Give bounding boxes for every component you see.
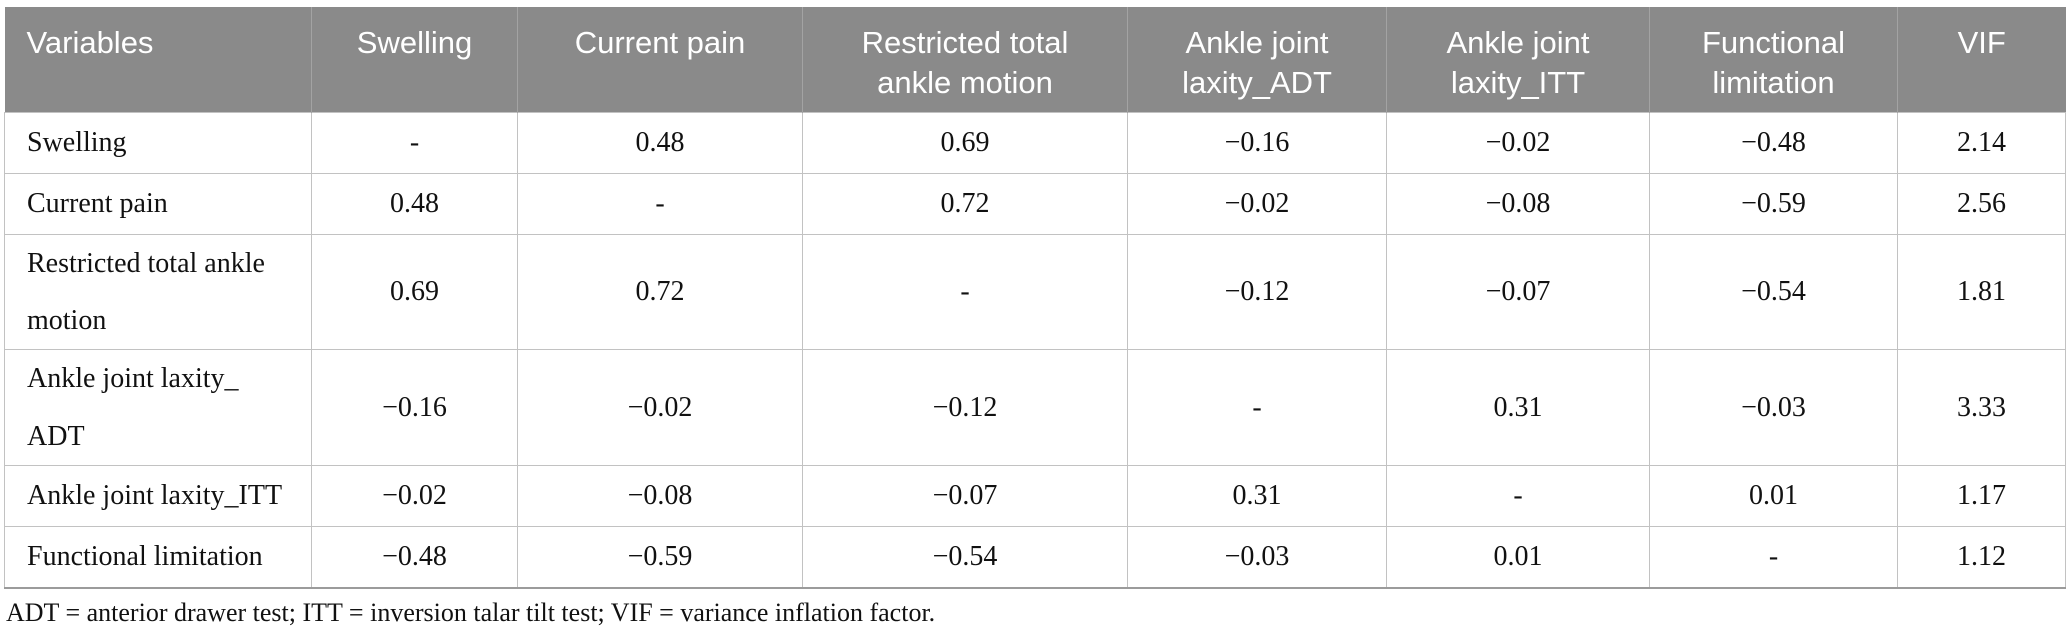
table-body: Swelling -0.48 0.69 −0.16 −0.02 −0.48 2.14 Curr… — [4, 111, 2066, 589]
value-cell: −0.07 — [802, 465, 1128, 528]
value-cell: - — [517, 172, 803, 235]
row-label: Ankle joint laxity_ITT — [4, 465, 312, 528]
correlation-table: Variables Swelling Current pain Restricted … — [4, 7, 2066, 589]
value-cell: −0.54 — [802, 526, 1128, 589]
column-header: Restricted total ankle motion — [802, 7, 1128, 113]
value-cell: 0.69 — [802, 111, 1128, 174]
value-cell: −0.02 — [311, 465, 518, 528]
value-cell: - — [1127, 349, 1387, 467]
value-cell: −0.08 — [1386, 172, 1650, 235]
table-row: Ankle joint laxity_ ADT −0.16 −0.02 −0.12-0… — [4, 349, 2066, 467]
value-cell: −0.02 — [1127, 172, 1387, 235]
table-row: Current pain 0.48-0.72 −0.02 −0.08 −0.59 2.56 — [4, 172, 2066, 235]
value-cell: 1.12 — [1897, 526, 2066, 589]
value-cell: −0.48 — [311, 526, 518, 589]
value-cell: 0.72 — [517, 233, 803, 351]
value-cell: 0.72 — [802, 172, 1128, 235]
value-cell: 2.14 — [1897, 111, 2066, 174]
column-header: Variables — [4, 7, 312, 113]
row-label: Functional limitation — [4, 526, 312, 589]
value-cell: −0.03 — [1649, 349, 1898, 467]
value-cell: 0.31 — [1386, 349, 1650, 467]
column-header: VIF — [1897, 7, 2066, 113]
value-cell: - — [1649, 526, 1898, 589]
value-cell: −0.07 — [1386, 233, 1650, 351]
column-header: Ankle joint laxity_ADT — [1127, 7, 1387, 113]
value-cell: −0.08 — [517, 465, 803, 528]
value-cell: 0.69 — [311, 233, 518, 351]
row-label: Current pain — [4, 172, 312, 235]
value-cell: −0.03 — [1127, 526, 1387, 589]
row-label: Restricted total ankle motion — [4, 233, 312, 351]
header-row: Variables Swelling Current pain Restricted … — [4, 7, 2066, 113]
value-cell: - — [1386, 465, 1650, 528]
value-cell: −0.54 — [1649, 233, 1898, 351]
value-cell: −0.02 — [1386, 111, 1650, 174]
column-header: Ankle joint laxity_ITT — [1386, 7, 1650, 113]
value-cell: −0.59 — [517, 526, 803, 589]
column-header: Functional limitation — [1649, 7, 1898, 113]
value-cell: 0.01 — [1386, 526, 1650, 589]
value-cell: 0.48 — [517, 111, 803, 174]
value-cell: −0.16 — [311, 349, 518, 467]
value-cell: −0.48 — [1649, 111, 1898, 174]
table-header: Variables Swelling Current pain Restricted … — [4, 7, 2066, 113]
table-row: Functional limitation −0.48 −0.59 −0.54 −0.0… — [4, 526, 2066, 589]
row-label: Ankle joint laxity_ ADT — [4, 349, 312, 467]
table-row: Swelling -0.48 0.69 −0.16 −0.02 −0.48 2.14 — [4, 111, 2066, 174]
value-cell: 0.01 — [1649, 465, 1898, 528]
value-cell: −0.16 — [1127, 111, 1387, 174]
column-header: Current pain — [517, 7, 803, 113]
value-cell: 3.33 — [1897, 349, 2066, 467]
value-cell: −0.02 — [517, 349, 803, 467]
table-footnote: ADT = anterior drawer test; ITT = invers… — [6, 597, 936, 627]
value-cell: 0.31 — [1127, 465, 1387, 528]
value-cell: 1.17 — [1897, 465, 2066, 528]
value-cell: −0.12 — [1127, 233, 1387, 351]
value-cell: - — [802, 233, 1128, 351]
table-row: Ankle joint laxity_ITT −0.02 −0.08 −0.07 0.3… — [4, 465, 2066, 528]
value-cell: −0.12 — [802, 349, 1128, 467]
value-cell: −0.59 — [1649, 172, 1898, 235]
value-cell: - — [311, 111, 518, 174]
value-cell: 2.56 — [1897, 172, 2066, 235]
value-cell: 0.48 — [311, 172, 518, 235]
row-label: Swelling — [4, 111, 312, 174]
table-row: Restricted total ankle motion 0.69 0.72- −0… — [4, 233, 2066, 351]
column-header: Swelling — [311, 7, 518, 113]
value-cell: 1.81 — [1897, 233, 2066, 351]
